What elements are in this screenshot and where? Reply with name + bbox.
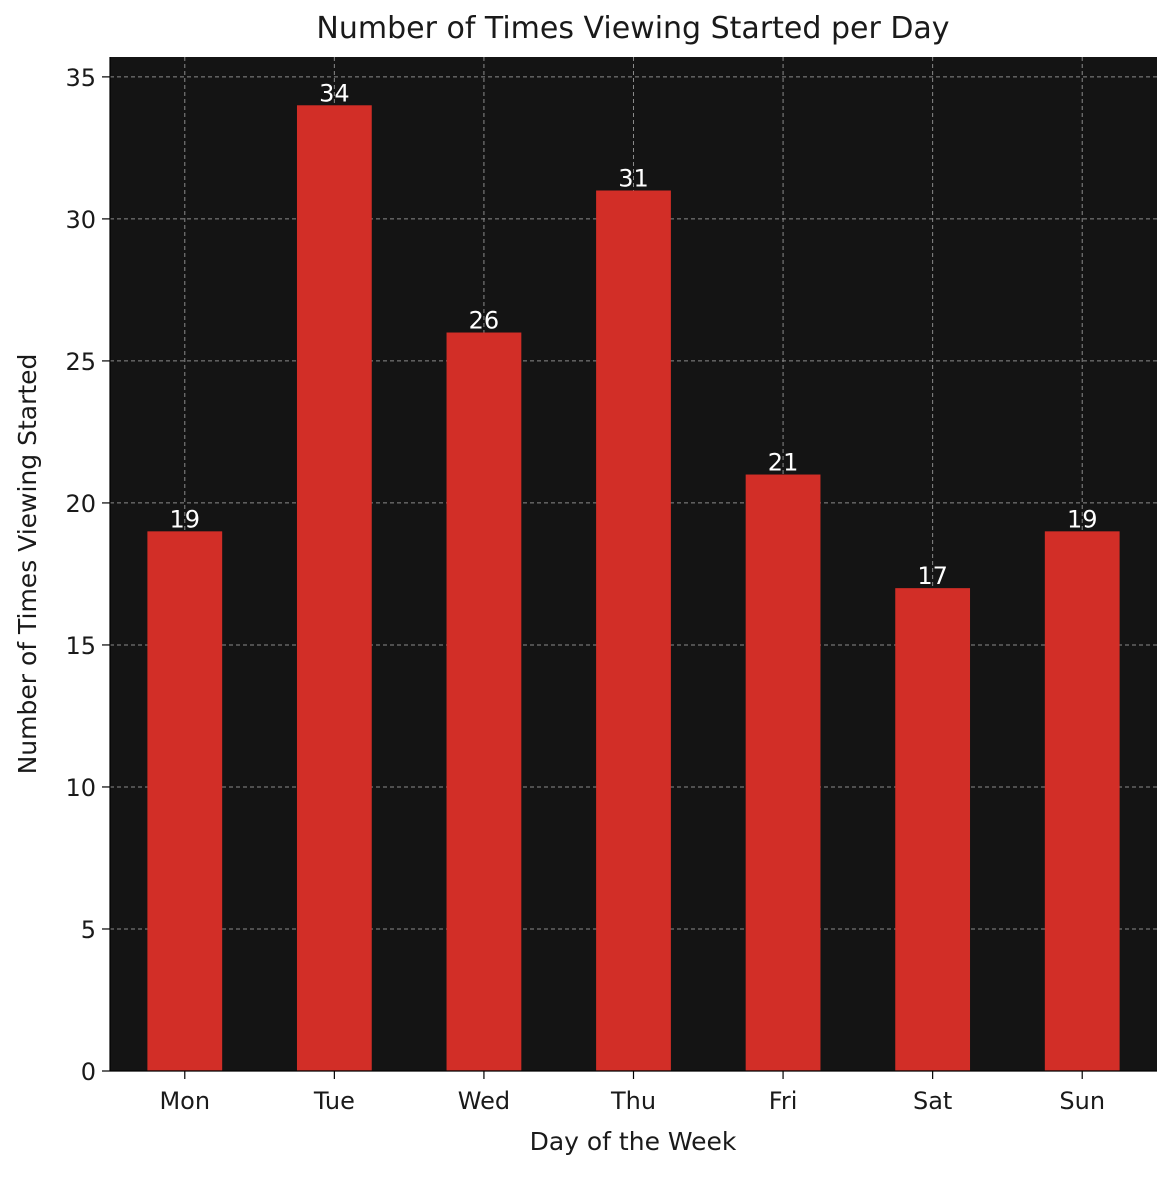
x-axis-ticks: Mon Tue Wed Thu Fri Sat Sun [159,1071,1105,1115]
y-tick-label: 10 [65,774,96,802]
data-label-sun: 19 [1067,505,1098,533]
bar-thu [596,190,671,1072]
bar-wed [446,332,522,1072]
bar-sun [1044,531,1120,1071]
bar-fri [745,474,821,1071]
data-label-sat: 17 [917,562,948,590]
y-tick-label: 0 [81,1058,96,1086]
x-tick-label: Thu [610,1087,656,1115]
data-labels: 19 34 26 31 21 17 19 [170,79,1098,590]
y-tick-label: 35 [65,64,96,92]
bar-sat [895,588,971,1071]
x-tick-label: Tue [313,1087,355,1115]
data-label-tue: 34 [319,79,350,107]
y-tick-label: 20 [65,490,96,518]
x-tick-label: Fri [769,1087,798,1115]
x-tick-label: Sat [913,1087,952,1115]
data-label-thu: 31 [618,164,649,192]
bar-tue [296,105,372,1072]
y-tick-label: 30 [65,206,96,234]
x-axis-label: Day of the Week [530,1127,737,1156]
x-tick-label: Sun [1059,1087,1105,1115]
x-tick-label: Mon [159,1087,210,1115]
y-tick-label: 5 [81,916,96,944]
chart-title: Number of Times Viewing Started per Day [316,11,949,46]
data-label-fri: 21 [768,449,799,477]
y-tick-label: 25 [65,348,96,376]
data-label-mon: 19 [170,505,201,533]
y-axis-ticks: 0 5 10 15 20 25 30 35 [65,64,110,1086]
y-tick-label: 15 [65,632,96,660]
bar-mon [147,531,223,1071]
data-label-wed: 26 [469,307,500,335]
y-axis-label: Number of Times Viewing Started [13,354,42,775]
bars [147,105,1120,1072]
x-tick-label: Wed [458,1087,510,1115]
